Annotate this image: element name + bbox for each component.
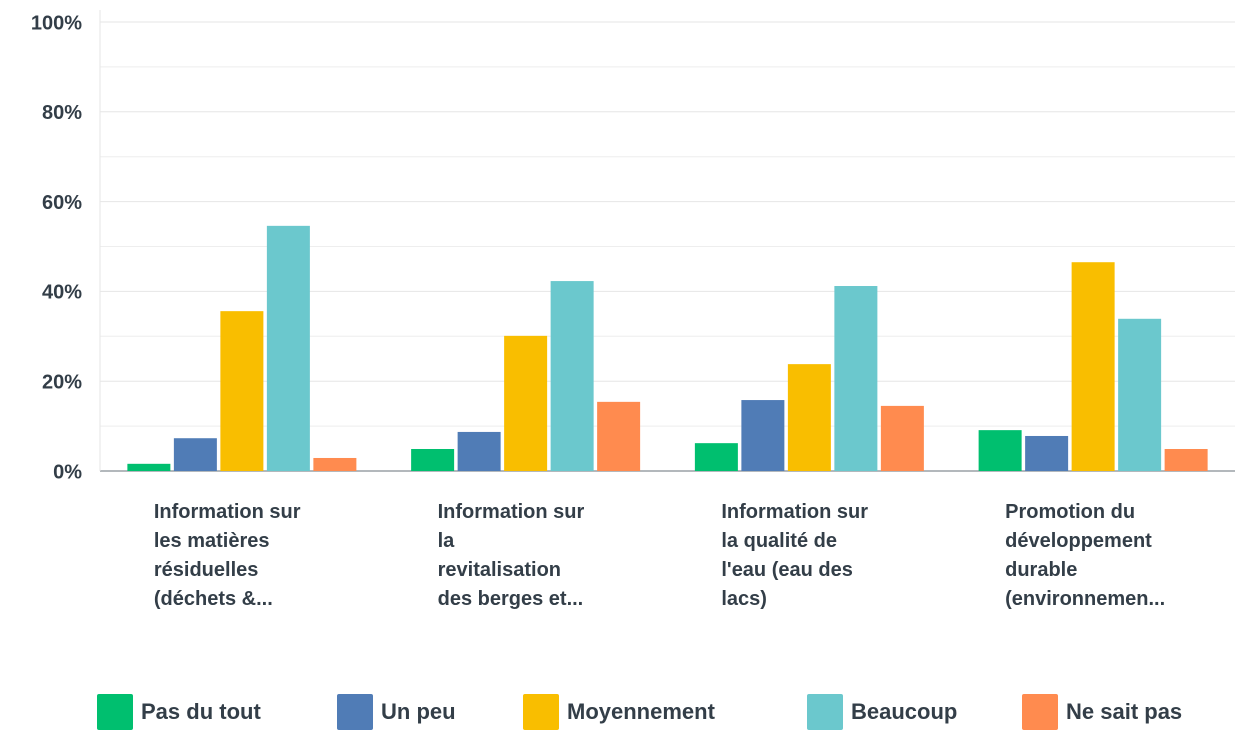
bar — [834, 286, 878, 471]
legend-item: Ne sait pas — [1022, 694, 1182, 730]
x-tick-label-line: Promotion du — [1005, 501, 1136, 523]
bar — [880, 405, 924, 471]
x-tick-label-line: (environnemen... — [1005, 588, 1166, 610]
x-tick-label: Information sur la revitalisation des berge… — [438, 498, 658, 614]
x-tick-label-line: Information sur — [721, 501, 869, 523]
bar — [978, 430, 1022, 471]
y-tick-label: 60% — [42, 192, 82, 214]
bar — [504, 335, 548, 471]
x-tick-label-line: revitalisation — [437, 559, 562, 581]
plot: 0% 20% 40% 60% 80% 100% — [31, 10, 1235, 483]
x-tick-label: Information sur les matières résiduelles (d… — [154, 498, 374, 614]
x-tick-label-line: des berges et... — [437, 588, 584, 610]
bar — [457, 431, 501, 471]
x-tick-label-line: lacs) — [721, 588, 767, 610]
bar — [266, 225, 310, 471]
y-tick-label: 0% — [53, 461, 82, 483]
x-tick-label-line: développement — [1005, 530, 1152, 552]
y-tick-label: 80% — [42, 102, 82, 124]
x-tick-label-line: Information sur — [153, 501, 301, 523]
legend-swatch — [807, 694, 843, 730]
bar — [313, 457, 357, 471]
bar — [741, 400, 785, 471]
legend-item: Un peu — [337, 694, 456, 730]
legend-label: Un peu — [381, 699, 456, 724]
bar — [787, 364, 831, 471]
bar — [1025, 435, 1069, 471]
x-tick-label: Promotion du développement durable (environ… — [1005, 498, 1225, 614]
legend-label: Moyennement — [567, 699, 715, 724]
y-tick-label: 40% — [42, 282, 82, 304]
legend-item: Pas du tout — [97, 694, 261, 730]
legend-label: Pas du tout — [141, 699, 261, 724]
legend: Pas du tout Un peu Moyennement Beaucoup Ne s… — [0, 694, 1235, 732]
legend-swatch — [1022, 694, 1058, 730]
legend-item: Moyennement — [523, 694, 715, 730]
legend-swatch — [337, 694, 373, 730]
bar — [127, 463, 171, 471]
y-tick-label: 100% — [31, 12, 82, 34]
x-tick-label: Information sur la qualité de l'eau (eau d… — [721, 498, 941, 614]
bar — [1118, 318, 1162, 471]
bar — [597, 401, 641, 471]
x-tick-label-line: les matières — [153, 530, 270, 552]
x-tick-label-line: (déchets &... — [153, 588, 273, 610]
legend-label: Beaucoup — [851, 699, 958, 724]
x-tick-label-line: l'eau (eau des — [721, 559, 853, 581]
legend-label: Ne sait pas — [1066, 699, 1183, 724]
bar — [411, 448, 455, 471]
bar — [173, 438, 217, 471]
x-tick-label-line: durable — [1005, 559, 1078, 581]
legend-swatch — [523, 694, 559, 730]
bar — [220, 311, 264, 471]
bar — [1164, 448, 1208, 471]
x-tick-label-line: Information sur — [437, 501, 585, 523]
bar — [694, 443, 738, 471]
x-tick-label-line: résiduelles — [153, 559, 259, 581]
y-tick-label: 20% — [42, 371, 82, 393]
legend-item: Beaucoup — [807, 694, 957, 730]
legend-swatch — [97, 694, 133, 730]
x-tick-label-line: la — [437, 530, 455, 552]
x-tick-label-line: la qualité de — [721, 530, 837, 552]
bar — [1071, 262, 1115, 471]
bar — [550, 281, 594, 471]
